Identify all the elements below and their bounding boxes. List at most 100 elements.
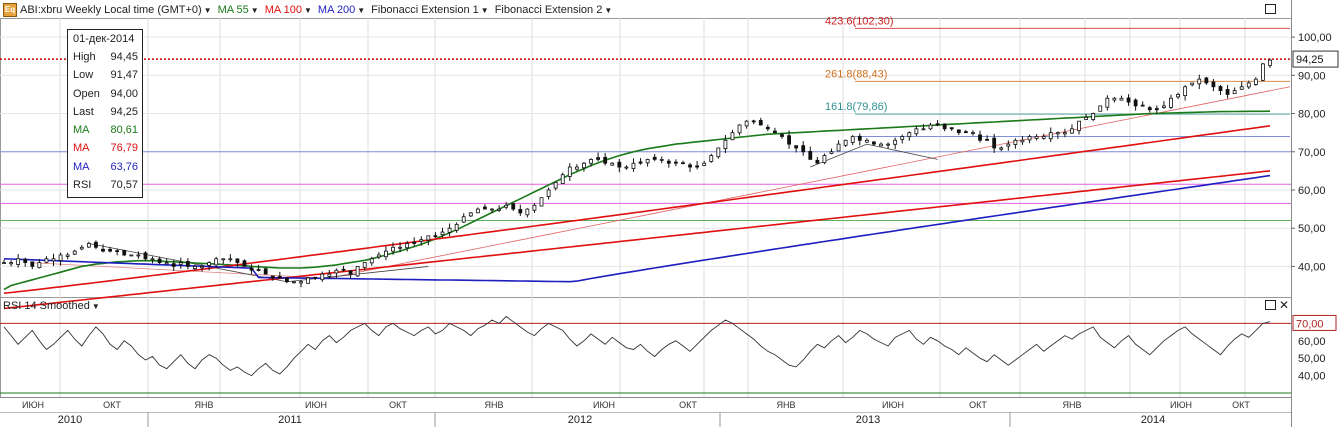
candle-body	[65, 254, 70, 257]
candle-body	[574, 166, 579, 170]
candle	[263, 267, 268, 275]
year-label: 2014	[1141, 414, 1165, 426]
candle-body	[1253, 78, 1258, 85]
candle-body	[1232, 90, 1237, 94]
last-price-badge	[1292, 50, 1339, 68]
candle	[1197, 74, 1202, 90]
month-label: ЯНВ	[484, 400, 503, 410]
candle-body	[1034, 136, 1039, 139]
maximize-icon[interactable]	[1265, 4, 1276, 14]
candle-body	[178, 262, 183, 265]
candle-body	[171, 263, 176, 267]
candle	[185, 258, 190, 270]
candle-body	[659, 159, 664, 161]
candle	[949, 127, 954, 131]
candle	[1112, 96, 1117, 103]
candle-body	[758, 120, 763, 126]
candle	[787, 130, 791, 149]
candle	[780, 132, 784, 139]
year-label: 2011	[278, 414, 302, 426]
rsi-indicator-selector[interactable]: RSI 14 Smoothed ▼	[3, 300, 100, 312]
candle	[1013, 138, 1018, 149]
candle-body	[695, 165, 700, 168]
candle	[285, 277, 289, 284]
indicator-ma100[interactable]: MA 100 ▼	[265, 4, 312, 16]
candle	[695, 160, 700, 170]
ohlc-value: 76,79	[110, 142, 138, 155]
candle-body	[235, 258, 240, 264]
ohlc-value: 94,25	[110, 105, 138, 118]
candle-body	[864, 139, 869, 143]
candle-body	[794, 145, 799, 149]
candle-body	[391, 246, 395, 252]
candle-body	[1041, 136, 1046, 139]
candle	[582, 161, 586, 172]
fibonacci-trend-line	[29, 262, 321, 279]
candle	[1055, 131, 1060, 139]
candle	[1070, 124, 1074, 134]
candle	[270, 275, 275, 281]
candle	[483, 204, 487, 210]
symbol-selector[interactable]: Eq ABI:xbru Weekly Local time (GMT+0) ▼	[3, 3, 212, 17]
ohlc-label: MA	[73, 124, 90, 137]
candle-body	[999, 147, 1004, 150]
candle	[86, 241, 91, 248]
candle	[157, 256, 162, 265]
candle-body	[1133, 99, 1138, 107]
candle-body	[688, 164, 692, 168]
candle	[617, 159, 622, 173]
candle	[879, 142, 883, 147]
price-tick-label: 90,00	[1298, 70, 1326, 82]
close-icon[interactable]: ✕	[1279, 298, 1290, 312]
candle	[1239, 81, 1244, 90]
candle	[560, 172, 565, 185]
candle-body	[730, 132, 735, 141]
fibonacci-anchor-line	[810, 143, 938, 168]
candle-body	[978, 134, 982, 141]
candle	[1105, 95, 1110, 111]
candle	[808, 146, 813, 160]
candle-body	[1162, 105, 1166, 108]
ma100-line	[3, 125, 1271, 294]
candle	[681, 160, 685, 165]
candle-body	[525, 208, 530, 216]
candle	[362, 262, 367, 271]
indicator-fib2[interactable]: Fibonacci Extension 2 ▼	[495, 4, 613, 16]
candle	[136, 251, 141, 259]
candle	[709, 153, 714, 163]
price-tick-label: 70,00	[1298, 147, 1326, 159]
candle	[631, 158, 636, 172]
candle	[1211, 79, 1216, 92]
candle-body	[412, 241, 417, 244]
candle	[765, 124, 770, 132]
maximize-icon[interactable]	[1265, 300, 1276, 310]
indicator-ma55[interactable]: MA 55 ▼	[218, 4, 259, 16]
candle-body	[1218, 86, 1223, 92]
candle	[122, 249, 127, 257]
candle	[1027, 134, 1032, 144]
ohlc-label: MA	[73, 142, 90, 155]
candle-body	[673, 161, 678, 164]
candle-body	[94, 241, 98, 248]
candle-body	[596, 157, 601, 160]
month-label: ЯНВ	[1062, 400, 1081, 410]
candle-body	[200, 266, 204, 269]
candle-body	[567, 166, 572, 177]
candle-body	[780, 134, 784, 137]
candle-body	[108, 248, 112, 252]
candle-body	[702, 162, 707, 166]
indicator-ma200[interactable]: MA 200 ▼	[318, 4, 365, 16]
candle-body	[666, 160, 671, 164]
candle	[1190, 82, 1195, 87]
indicator-fib1[interactable]: Fibonacci Extension 1 ▼	[371, 4, 489, 16]
candle-body	[256, 269, 261, 271]
candle	[313, 276, 318, 281]
candle	[391, 242, 395, 255]
candle	[794, 145, 799, 153]
ohlc-row: MA 80,61	[68, 121, 142, 139]
ohlc-value: 94,45	[110, 51, 138, 63]
candle	[178, 257, 183, 269]
candle-body	[313, 276, 318, 279]
candle-body	[376, 254, 381, 258]
candle	[426, 235, 431, 246]
